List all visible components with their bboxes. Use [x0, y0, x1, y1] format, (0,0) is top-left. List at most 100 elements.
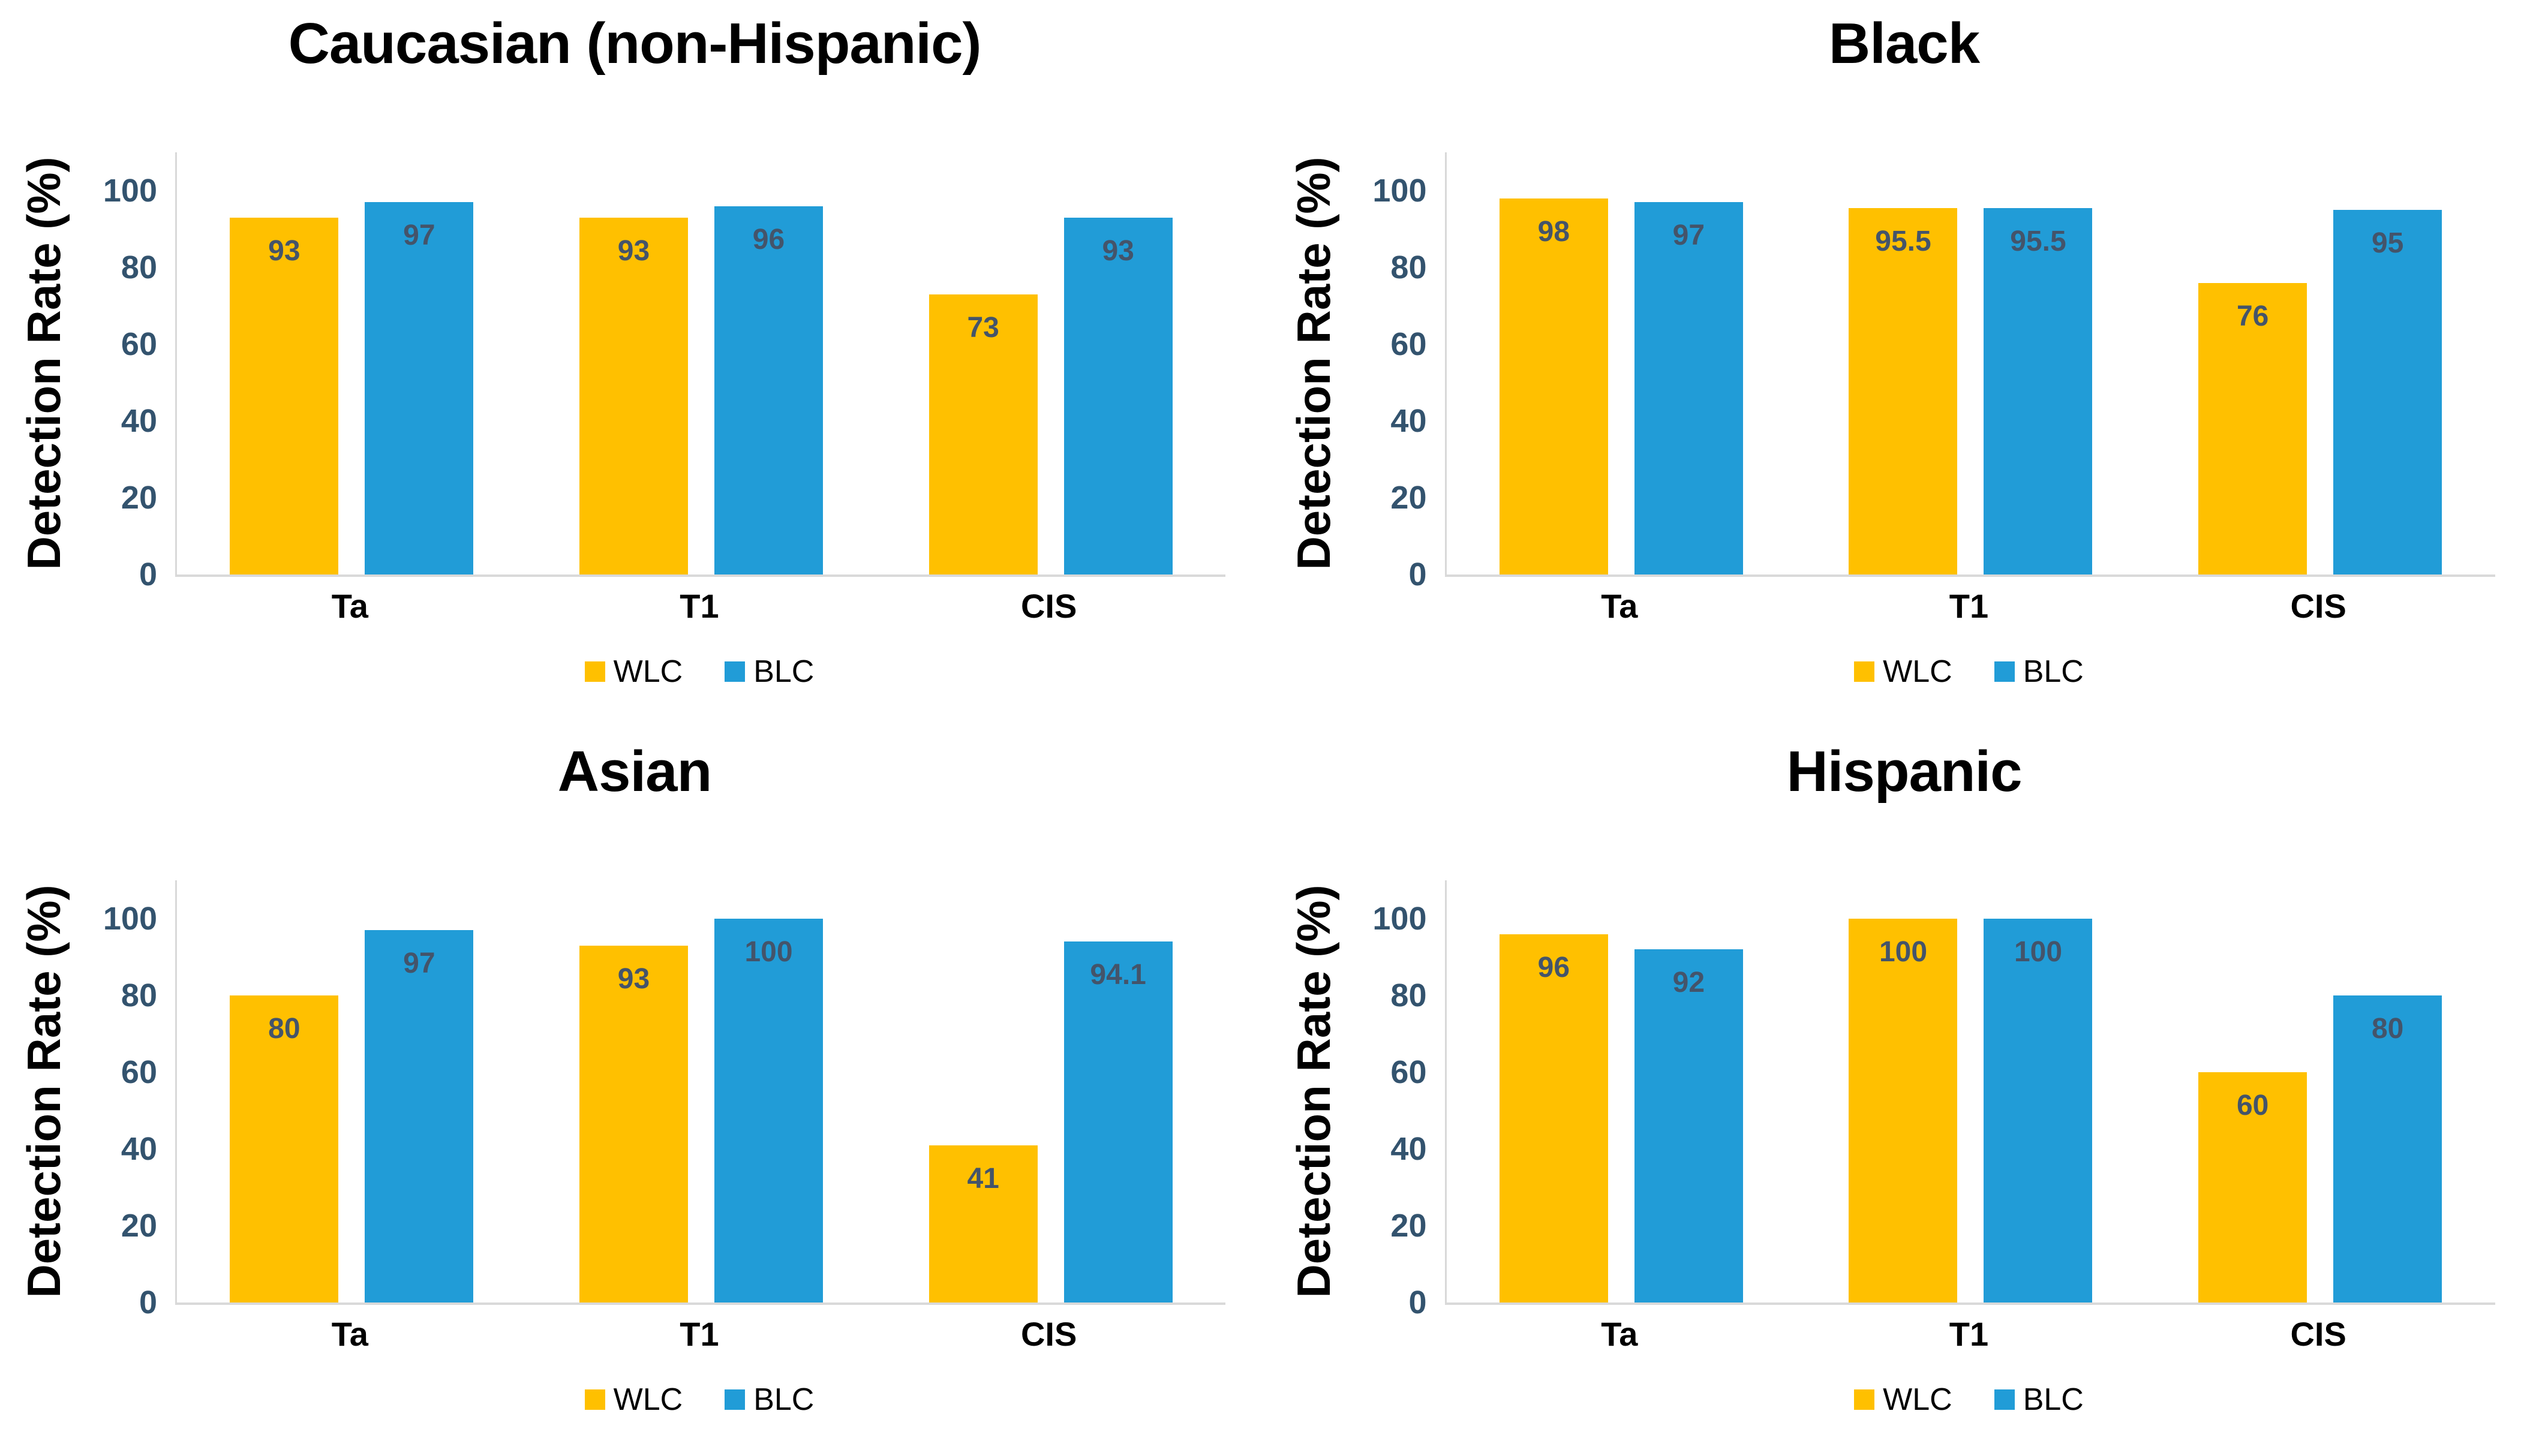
bar-value-label: 92 [1672, 967, 1705, 999]
bar-value-label: 95.5 [1875, 225, 1931, 257]
bar-value-label: 100 [1879, 936, 1928, 968]
bar-blc-ta: 97 [365, 930, 474, 1302]
y-axis-tick-label: 60 [1390, 326, 1427, 362]
legend-label: WLC [613, 654, 683, 689]
legend-swatch-wlc-icon [584, 661, 605, 682]
bar-value-label: 80 [2371, 1013, 2404, 1045]
x-axis-label-cis: CIS [1020, 1315, 1077, 1353]
legend-label: BLC [2023, 1382, 2084, 1417]
bar-blc-ta: 97 [1634, 202, 1743, 574]
chart-title: Hispanic [1786, 739, 2022, 804]
y-axis-tick-label: 40 [1390, 1131, 1427, 1167]
plot-area: 96 92 100 100 60 80 [1444, 880, 2495, 1305]
y-axis-tick-label: 100 [103, 173, 157, 209]
chart-asian: Asian Detection Rate (%) 0 20 40 60 80 100 80 97 9… [0, 728, 1269, 1456]
bar-value-label: 93 [617, 962, 650, 995]
plot-area: 93 97 93 96 73 93 [175, 152, 1225, 577]
legend-swatch-blc-icon [1994, 1389, 2015, 1410]
legend-item-blc: BLC [725, 1382, 814, 1418]
x-axis-label-t1: T1 [680, 587, 719, 625]
x-axis-label-ta: Ta [331, 1315, 368, 1353]
x-axis-label-ta: Ta [1601, 587, 1638, 625]
bar-value-label: 73 [967, 311, 999, 344]
bar-wlc-cis: 73 [929, 294, 1038, 574]
legend: WLC BLC [1445, 1382, 2493, 1418]
y-axis-tick-label: 80 [121, 977, 157, 1013]
chart-title: Black [1828, 11, 1980, 76]
y-axis-tick-label: 20 [121, 1208, 157, 1244]
legend-swatch-blc-icon [1994, 661, 2015, 682]
plot-inner: 96 92 100 100 60 80 [1447, 880, 2495, 1302]
y-axis-tick-label: 60 [121, 326, 157, 362]
bar-wlc-t1: 93 [579, 945, 688, 1302]
chart-hispanic: Hispanic Detection Rate (%) 0 20 40 60 80 100 96… [1270, 728, 2539, 1456]
x-axis-label-t1: T1 [1949, 1315, 1989, 1353]
y-axis-tick-label: 0 [139, 556, 157, 592]
bar-value-label: 93 [268, 234, 301, 267]
bar-blc-t1: 96 [714, 206, 823, 574]
x-axis-labels: Ta T1 CIS [175, 586, 1224, 625]
plot-inner: 98 97 95.5 95.5 76 95 [1447, 152, 2495, 574]
legend-item-blc: BLC [1994, 654, 2084, 690]
chart-title: Asian [557, 739, 712, 804]
bar-value-label: 93 [1102, 234, 1134, 267]
y-axis-tick-label: 20 [121, 480, 157, 516]
y-axis-tick-label: 80 [1390, 977, 1427, 1013]
chart-caucasian-non-hispanic: Caucasian (non-Hispanic) Detection Rate (… [0, 0, 1269, 728]
legend-label: BLC [753, 1382, 815, 1417]
legend-item-wlc: WLC [1854, 654, 1952, 690]
category-group-cis: 60 80 [2146, 880, 2495, 1302]
bar-blc-ta: 97 [365, 202, 474, 574]
y-axis-tick-label: 40 [121, 403, 157, 439]
bar-value-label: 96 [1537, 951, 1570, 983]
x-axis-label-cis: CIS [1020, 587, 1077, 625]
bar-blc-t1: 95.5 [1984, 207, 2093, 574]
bar-value-label: 94.1 [1090, 958, 1146, 991]
category-group-t1: 93 100 [527, 880, 876, 1302]
plot-area: 98 97 95.5 95.5 76 95 [1444, 152, 2495, 577]
category-group-ta: 96 92 [1447, 880, 1796, 1302]
bar-wlc-t1: 100 [1849, 919, 1958, 1302]
legend-swatch-wlc-icon [1854, 661, 1875, 682]
category-group-ta: 80 97 [177, 880, 527, 1302]
legend-label: WLC [613, 1382, 683, 1417]
bar-blc-cis: 95 [2333, 210, 2442, 574]
category-group-t1: 95.5 95.5 [1796, 152, 2146, 574]
bar-blc-cis: 80 [2333, 995, 2442, 1302]
bar-value-label: 97 [403, 947, 435, 980]
legend-swatch-wlc-icon [584, 1389, 605, 1410]
x-axis-label-t1: T1 [1949, 587, 1989, 625]
y-axis-tick-label: 0 [1408, 556, 1427, 592]
bar-value-label: 96 [752, 223, 785, 255]
category-group-t1: 93 96 [527, 152, 876, 574]
bar-value-label: 95 [2371, 227, 2404, 259]
plot-inner: 93 97 93 96 73 93 [177, 152, 1225, 574]
y-axis-tick-label: 80 [1390, 249, 1427, 285]
bar-value-label: 93 [617, 234, 650, 267]
y-axis-tick-label: 80 [121, 249, 157, 285]
legend-item-wlc: WLC [584, 1382, 683, 1418]
bar-value-label: 100 [2014, 936, 2063, 968]
y-axis-tick-label: 40 [1390, 403, 1427, 439]
bar-value-label: 97 [1672, 219, 1705, 252]
y-axis-tick-label: 60 [121, 1054, 157, 1090]
bar-value-label: 76 [2236, 300, 2269, 332]
legend-item-wlc: WLC [1854, 1382, 1952, 1418]
bar-wlc-ta: 80 [230, 995, 339, 1302]
bar-wlc-cis: 60 [2198, 1072, 2307, 1302]
bar-blc-ta: 92 [1634, 949, 1743, 1302]
legend-label: WLC [1883, 654, 1952, 689]
legend-label: BLC [753, 654, 815, 689]
plot-area: 80 97 93 100 41 94.1 [175, 880, 1225, 1305]
y-axis-tick-label: 60 [1390, 1054, 1427, 1090]
y-axis-ticks: 0 20 40 60 80 100 [0, 880, 157, 1319]
category-group-cis: 73 93 [876, 152, 1225, 574]
x-axis-labels: Ta T1 CIS [1445, 1314, 2493, 1353]
bar-value-label: 95.5 [2010, 225, 2066, 257]
chart-black: Black Detection Rate (%) 0 20 40 60 80 100 98 97 9… [1270, 0, 2539, 728]
bar-value-label: 100 [744, 936, 793, 968]
legend-swatch-wlc-icon [1854, 1389, 1875, 1410]
y-axis-ticks: 0 20 40 60 80 100 [1270, 880, 1427, 1319]
category-group-cis: 41 94.1 [876, 880, 1225, 1302]
